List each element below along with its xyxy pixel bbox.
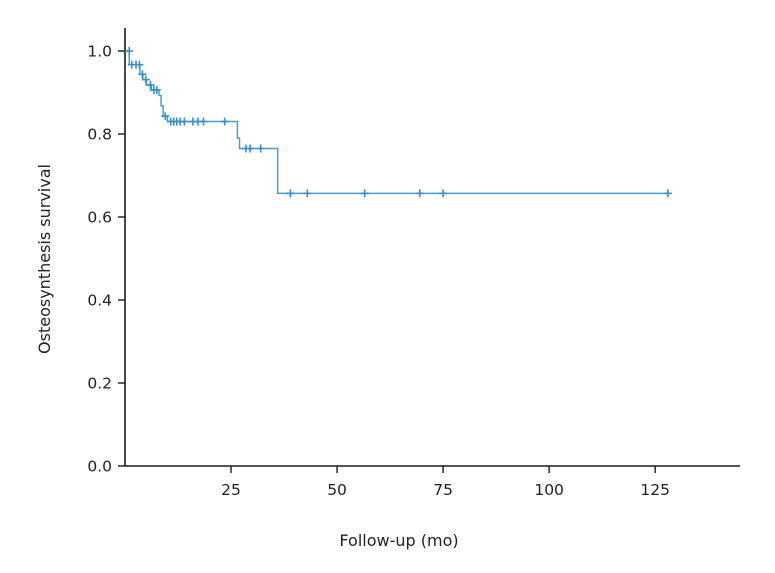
censor-mark (360, 189, 369, 198)
censor-mark (439, 189, 448, 198)
x-tick-label: 100 (534, 481, 564, 499)
censor-mark (161, 112, 170, 121)
x-ticks: 25 50 75 100 125 (221, 466, 670, 499)
censor-mark (141, 75, 150, 84)
censor-mark (256, 144, 265, 153)
censor-mark (286, 189, 295, 198)
y-tick-label: 0.8 (87, 126, 112, 144)
censor-mark (199, 117, 208, 126)
y-ticks: 0.0 0.2 0.4 0.6 0.8 1.0 (87, 43, 125, 476)
x-tick-label: 50 (327, 481, 347, 499)
y-tick-label: 0.4 (87, 292, 112, 310)
censor-marks (125, 47, 672, 198)
censor-mark (246, 144, 255, 153)
censor-mark (663, 189, 672, 198)
y-axis-title: Osteosynthesis survival (35, 164, 54, 354)
x-tick-label: 25 (221, 481, 241, 499)
censor-mark (152, 86, 161, 95)
censor-mark (135, 60, 144, 69)
y-tick-label: 0.0 (87, 458, 112, 476)
censor-mark (415, 189, 424, 198)
x-axis-title: Follow-up (mo) (339, 531, 458, 550)
censor-mark (146, 81, 155, 90)
censor-mark (180, 117, 189, 126)
censor-mark (138, 70, 147, 79)
y-tick-label: 1.0 (87, 43, 112, 61)
censor-mark (303, 189, 312, 198)
y-tick-label: 0.6 (87, 209, 112, 227)
y-tick-label: 0.2 (87, 375, 112, 393)
x-tick-label: 125 (640, 481, 670, 499)
plot-layer (125, 47, 672, 198)
censor-mark (125, 47, 134, 55)
axes (124, 28, 740, 467)
censor-mark (220, 117, 229, 126)
x-tick-label: 75 (433, 481, 453, 499)
